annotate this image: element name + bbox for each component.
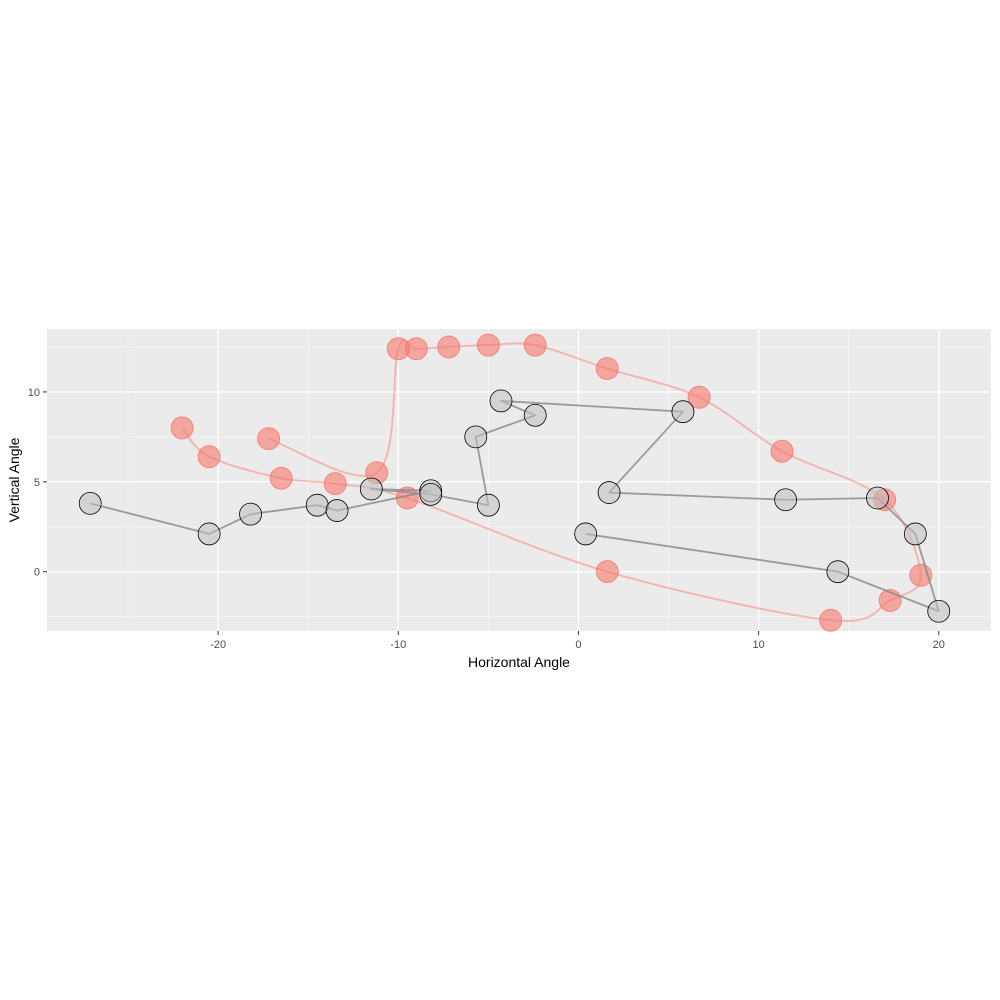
data-point: [269, 466, 293, 490]
data-point: [597, 481, 621, 504]
x-axis-title: Horizontal Angle: [468, 654, 570, 670]
data-point: [305, 493, 329, 517]
data-point: [774, 488, 798, 512]
data-point: [770, 439, 794, 463]
y-tick-label: 0: [34, 567, 40, 579]
y-axis-title: Vertical Angle: [6, 437, 22, 522]
data-point: [386, 337, 410, 361]
data-point: [197, 445, 221, 469]
data-point: [323, 472, 347, 496]
y-tick-label: 10: [28, 387, 40, 399]
data-point: [476, 493, 500, 517]
data-point: [595, 357, 619, 381]
data-point: [671, 400, 695, 424]
x-tick-label: -10: [390, 639, 406, 651]
data-point: [419, 482, 443, 506]
data-point: [687, 385, 711, 409]
x-tick-label: -20: [210, 639, 226, 651]
data-point: [78, 491, 102, 515]
data-point: [574, 522, 598, 546]
data-point: [595, 560, 619, 584]
data-point: [197, 522, 221, 546]
data-point: [903, 522, 927, 546]
data-point: [927, 599, 951, 623]
data-point: [523, 403, 547, 427]
data-point: [437, 335, 461, 359]
data-point: [359, 477, 383, 501]
data-point: [819, 608, 843, 632]
data-point: [257, 427, 281, 451]
data-point: [523, 333, 547, 357]
data-point: [489, 389, 513, 413]
x-tick-label: 20: [933, 639, 945, 651]
data-point: [325, 499, 349, 522]
data-series: [78, 333, 951, 632]
data-point: [476, 333, 500, 357]
x-tick-label: 0: [575, 639, 581, 651]
x-tick-label: 10: [752, 639, 764, 651]
data-point: [866, 486, 889, 510]
y-tick-label: 5: [34, 477, 40, 489]
axes: -20 -10 0 10 20 0 5 10: [28, 387, 945, 651]
series-1: [78, 389, 951, 623]
data-point: [464, 425, 488, 449]
data-point: [826, 560, 850, 584]
data-point: [170, 416, 194, 440]
data-point: [239, 502, 262, 526]
